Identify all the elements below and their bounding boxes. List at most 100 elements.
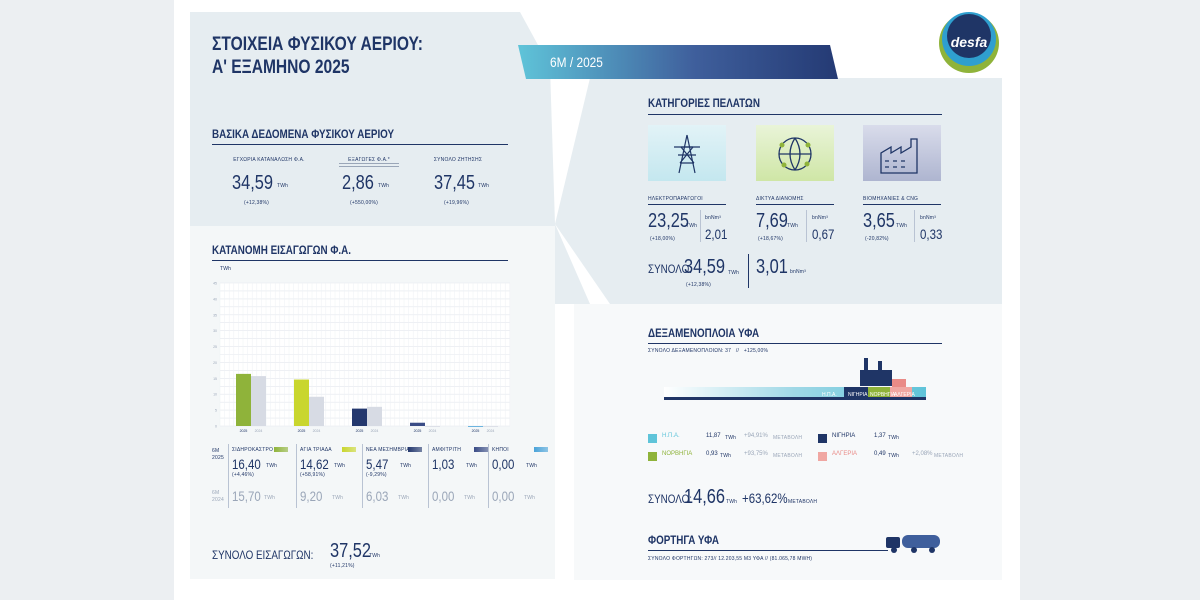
tick-label: 25	[213, 345, 217, 349]
lng-rule	[648, 343, 942, 344]
tick-label: 20	[213, 361, 217, 365]
imports-total-change: (+11,21%)	[330, 563, 355, 569]
legend-swatch	[274, 447, 288, 452]
import-point-2024-unit: TWh	[264, 495, 276, 501]
period-badge	[518, 45, 838, 79]
imports-total-value: 37,52	[330, 540, 372, 562]
period-badge-text: 6M / 2025	[550, 54, 603, 70]
bar-2025	[352, 408, 367, 426]
infographic-canvas: ΣΤΟΙΧΕΙΑ ΦΥΣΙΚΟΥ ΑΕΡΙΟΥ: Α' ΕΞΑΜΗΝΟ 2025…	[174, 0, 1020, 600]
bar-2024	[425, 426, 440, 427]
basic-data-title: ΒΑΣΙΚΑ ΔΕΔΟΜΕΝΑ ΦΥΣΙΚΟΥ ΑΕΡΙΟΥ	[212, 127, 395, 141]
ship-label: Η.Π.Α.	[822, 392, 837, 398]
customers-total-value: 34,59	[684, 256, 726, 278]
lng-subtitle: ΣΥΝΟΛΟ ΔΕΞΑΜΕΝΟΠΛΟΙΩΝ: 37 // +125,00%	[648, 348, 769, 354]
lng-total-change: +63,62%	[742, 490, 788, 506]
import-point-unit: TWh	[334, 463, 346, 469]
bar-2024	[309, 396, 324, 426]
import-point-2024: 0,00	[492, 488, 515, 504]
import-point-value: 14,62	[300, 456, 329, 472]
imports-title: ΚΑΤΑΝΟΜΗ ΕΙΣΑΓΩΓΩΝ Φ.Α.	[212, 243, 351, 257]
legend-swatch	[534, 447, 548, 452]
trucks-title: ΦΟΡΤΗΓΑ ΥΦΑ	[648, 533, 720, 547]
bar-label: 2024	[487, 429, 495, 433]
import-point-value: 16,40	[232, 456, 261, 472]
customers-total-bnm: 3,01	[756, 256, 788, 278]
bar-2025	[410, 422, 425, 426]
import-point-2024-unit: TWh	[398, 495, 410, 501]
import-point-unit: TWh	[466, 463, 478, 469]
bar-label: 2025	[240, 429, 248, 433]
tick-label: 0	[215, 425, 217, 429]
import-point-name: ΚΗΠΟΙ	[492, 447, 509, 453]
customers-title: ΚΑΤΗΓΟΡΙΕΣ ΠΕΛΑΤΩΝ	[648, 96, 760, 110]
tick-label: 5	[215, 409, 217, 413]
bar-label: 2024	[255, 429, 263, 433]
bar-label: 2025	[356, 429, 364, 433]
globe-network-icon	[756, 125, 834, 181]
square-icon	[648, 434, 657, 443]
desfa-logo: desfa	[938, 12, 1000, 74]
chart-ylabel: TWh	[220, 266, 232, 272]
import-point-value: 5,47	[366, 456, 389, 472]
square-icon	[648, 452, 657, 461]
lng-total-label: ΣΥΝΟΛΟ:	[648, 492, 692, 506]
import-point-2024: 9,20	[300, 488, 323, 504]
bar-2024	[483, 426, 498, 427]
basic-data-rule	[212, 144, 508, 145]
trucks-rule	[648, 550, 888, 551]
square-icon	[818, 452, 827, 461]
lng-ship-graphic	[664, 358, 926, 400]
imports-total-unit: TWh	[369, 553, 381, 559]
legend-swatch	[408, 447, 422, 452]
tick-label: 30	[213, 329, 217, 333]
import-point-2024-unit: TWh	[332, 495, 344, 501]
tick-label: 40	[213, 297, 217, 301]
customers-rule	[648, 114, 942, 115]
imports-rule	[212, 260, 508, 261]
import-point-name: ΣΙΔΗΡΟΚΑΣΤΡΟ	[232, 447, 274, 453]
import-point-value: 0,00	[492, 456, 515, 472]
lng-truck-icon	[886, 535, 940, 553]
lng-title: ΔΕΞΑΜΕΝΟΠΛΟΙΑ ΥΦΑ	[648, 326, 760, 340]
bar-2025	[294, 379, 309, 426]
import-point-value: 1,03	[432, 456, 455, 472]
bar-2024	[367, 406, 382, 426]
customers-total-change: (+12,38%)	[686, 282, 712, 288]
import-point-name: ΑΓΙΑ ΤΡΙΑΔΑ	[300, 447, 332, 453]
bar-2024	[251, 376, 266, 426]
customers-total-unit: TWh	[728, 270, 740, 276]
legend-swatch	[342, 447, 356, 452]
row-label-2025: 6M 2025	[212, 448, 224, 461]
tick-label: 10	[213, 393, 217, 397]
power-pylon-icon	[648, 125, 726, 181]
import-point-unit: TWh	[526, 463, 538, 469]
import-point-change: (-9,29%)	[366, 472, 387, 478]
tick-label: 35	[213, 313, 217, 317]
row-label-2024: 6M 2024	[212, 490, 224, 503]
bar-2025	[236, 373, 251, 426]
legend-swatch	[474, 447, 488, 452]
ship-label: ΑΛΓΕΡΙΑ	[894, 392, 915, 398]
import-point-change: (+4,46%)	[232, 472, 255, 478]
bar-label: 2024	[371, 429, 379, 433]
lng-panel	[574, 304, 1002, 580]
lng-total-value: 14,66	[684, 486, 726, 508]
lng-total-unit: TWh	[726, 499, 738, 505]
import-point-unit: TWh	[400, 463, 412, 469]
ship-label: ΝΟΡΒΗΓΙΑ	[870, 392, 896, 398]
bar-2025	[468, 426, 483, 427]
import-point-2024: 15,70	[232, 488, 261, 504]
customers-total-label: ΣΥΝΟΛΟ:	[648, 262, 692, 276]
bar-label: 2025	[414, 429, 422, 433]
customers-total-bnm-unit: bnNm³	[790, 269, 807, 275]
imports-total-label: ΣΥΝΟΛΟ ΕΙΣΑΓΩΓΩΝ:	[212, 548, 314, 562]
bar-label: 2024	[429, 429, 437, 433]
page-title-line2: Α' ΕΞΑΜΗΝΟ 2025	[212, 57, 350, 78]
import-point-change: (+58,91%)	[300, 472, 326, 478]
customers-total-divider	[748, 254, 749, 288]
bar-label: 2025	[472, 429, 480, 433]
lng-total-note: ΜΕΤΑΒΟΛΗ	[788, 499, 818, 505]
trucks-summary: ΣΥΝΟΛΟ ΦΟΡΤΗΓΩΝ: 273// 12.203,55 M3 ΥΦΑ …	[648, 556, 813, 562]
